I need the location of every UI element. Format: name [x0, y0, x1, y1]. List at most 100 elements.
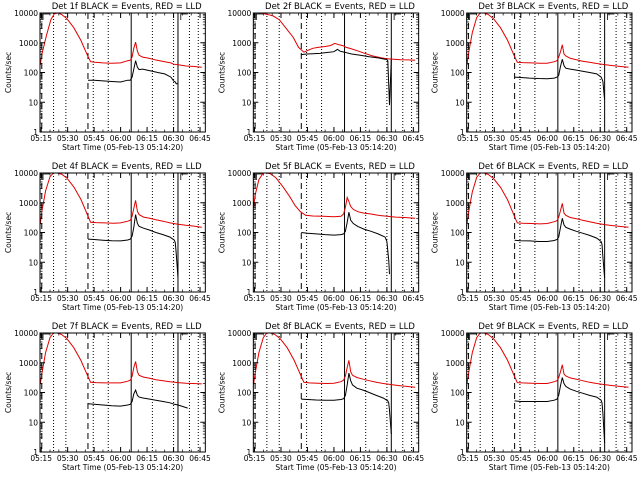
detector-panel: Det 8f BLACK = Events, RED = LLD 1 10 100 10…: [217, 322, 424, 472]
x-tick-label: 05:15: [244, 134, 266, 143]
x-tick-label: 05:45: [510, 454, 532, 463]
x-tick-label: 06:15: [563, 454, 585, 463]
corner-mark: [42, 173, 50, 180]
x-tick-label: 06:30: [163, 454, 185, 463]
x-tick-label: 05:15: [30, 294, 52, 303]
y-tick-label: 1000: [19, 359, 38, 368]
lld-series-line: [253, 13, 416, 61]
detector-panel: Det 5f BLACK = Events, RED = LLD 1 10 100 10…: [217, 162, 424, 312]
lld-series-line: [40, 333, 202, 385]
y-axis-label: Counts/sec: [4, 372, 13, 413]
corner-mark: [469, 173, 477, 180]
x-tick-label: 06:15: [563, 294, 585, 303]
y-axis-label: Counts/sec: [431, 212, 440, 253]
x-tick-label: 06:30: [376, 294, 398, 303]
x-tick-label: 05:15: [457, 134, 479, 143]
y-tick-label: 1: [460, 448, 465, 457]
x-tick-label: 06:45: [403, 454, 425, 463]
y-tick-label: 1: [460, 128, 465, 137]
y-tick-label: 10000: [227, 169, 251, 178]
plot-frame: [39, 332, 206, 453]
x-tick-label: 05:45: [297, 134, 319, 143]
x-tick-label: 05:30: [483, 294, 505, 303]
y-tick-label: 10: [28, 98, 38, 107]
x-axis-label: Start Time (05-Feb-13 05:14:20): [489, 463, 610, 472]
panel-title: Det 8f BLACK = Events, RED = LLD: [265, 322, 415, 332]
y-tick-label: 10000: [227, 329, 251, 338]
y-tick-label: 1000: [232, 359, 251, 368]
y-tick-label: 1000: [19, 39, 38, 48]
x-tick-label: 06:45: [189, 294, 211, 303]
panel-title: Det 1f BLACK = Events, RED = LLD: [52, 2, 202, 12]
plot-frame: [466, 12, 633, 133]
y-axis-label: Counts/sec: [4, 52, 13, 93]
x-tick-label: 06:30: [376, 454, 398, 463]
x-axis-label: Start Time (05-Feb-13 05:14:20): [275, 303, 396, 312]
events-series-line: [514, 59, 606, 100]
y-tick-label: 10: [242, 418, 252, 427]
lld-series-line: [466, 13, 629, 68]
detector-panel: Det 1f BLACK = Events, RED = LLD 1 10 100 10…: [4, 2, 211, 152]
panel-title: Det 3f BLACK = Events, RED = LLD: [478, 2, 628, 12]
corner-mark: [469, 333, 477, 340]
y-tick-label: 10: [242, 258, 252, 267]
y-tick-label: 10000: [441, 169, 465, 178]
x-tick-label: 06:30: [589, 134, 611, 143]
panel-title: Det 2f BLACK = Events, RED = LLD: [265, 2, 415, 12]
x-axis-label: Start Time (05-Feb-13 05:14:20): [275, 463, 396, 472]
y-tick-label: 100: [24, 229, 39, 238]
plot-frame: [466, 332, 633, 453]
y-tick-label: 100: [450, 229, 465, 238]
x-tick-label: 06:00: [323, 134, 345, 143]
x-tick-label: 05:15: [244, 294, 266, 303]
plot-frame: [39, 12, 206, 133]
y-tick-label: 1: [247, 448, 252, 457]
x-axis-label: Start Time (05-Feb-13 05:14:20): [489, 303, 610, 312]
x-tick-label: 05:30: [270, 454, 292, 463]
x-axis-label: Start Time (05-Feb-13 05:14:20): [62, 303, 183, 312]
lld-series-line: [253, 333, 416, 388]
plot-frame: [252, 12, 420, 133]
x-tick-label: 06:00: [536, 134, 558, 143]
plot-frame: [39, 172, 206, 293]
y-tick-label: 100: [237, 69, 252, 78]
x-tick-label: 06:45: [616, 134, 638, 143]
x-tick-label: 06:00: [110, 134, 132, 143]
y-axis-label: Counts/sec: [217, 372, 226, 413]
y-tick-label: 1: [33, 288, 38, 297]
corner-mark: [255, 13, 264, 20]
y-tick-label: 1: [33, 128, 38, 137]
y-axis-label: Counts/sec: [4, 212, 13, 253]
lld-series-line: [253, 173, 416, 219]
x-tick-label: 06:30: [589, 454, 611, 463]
corner-mark: [607, 333, 615, 340]
y-tick-label: 1: [460, 288, 465, 297]
lld-series-line: [466, 333, 629, 388]
y-tick-label: 1: [33, 448, 38, 457]
panel-title: Det 6f BLACK = Events, RED = LLD: [478, 162, 628, 172]
corner-mark: [255, 333, 264, 340]
x-tick-label: 06:15: [136, 454, 158, 463]
panel-title: Det 7f BLACK = Events, RED = LLD: [52, 322, 202, 332]
corner-mark: [607, 173, 615, 180]
x-tick-label: 06:30: [376, 134, 398, 143]
x-tick-label: 05:30: [57, 134, 79, 143]
y-axis-label: Counts/sec: [217, 212, 226, 253]
x-tick-label: 05:15: [457, 294, 479, 303]
y-tick-label: 10: [28, 258, 38, 267]
x-tick-label: 05:15: [30, 134, 52, 143]
x-tick-label: 05:30: [483, 134, 505, 143]
panel-title: Det 4f BLACK = Events, RED = LLD: [52, 162, 202, 172]
y-tick-label: 1000: [232, 39, 251, 48]
detector-panel: Det 4f BLACK = Events, RED = LLD 1 10 100 10…: [4, 162, 211, 312]
x-tick-label: 06:45: [189, 134, 211, 143]
y-tick-label: 10: [455, 418, 465, 427]
y-tick-label: 1000: [19, 199, 38, 208]
x-tick-label: 05:15: [30, 454, 52, 463]
y-tick-label: 10000: [14, 169, 38, 178]
x-tick-label: 06:45: [616, 294, 638, 303]
x-axis-label: Start Time (05-Feb-13 05:14:20): [489, 143, 610, 152]
y-tick-label: 10: [455, 98, 465, 107]
y-tick-label: 10000: [14, 329, 38, 338]
y-tick-label: 100: [450, 389, 465, 398]
